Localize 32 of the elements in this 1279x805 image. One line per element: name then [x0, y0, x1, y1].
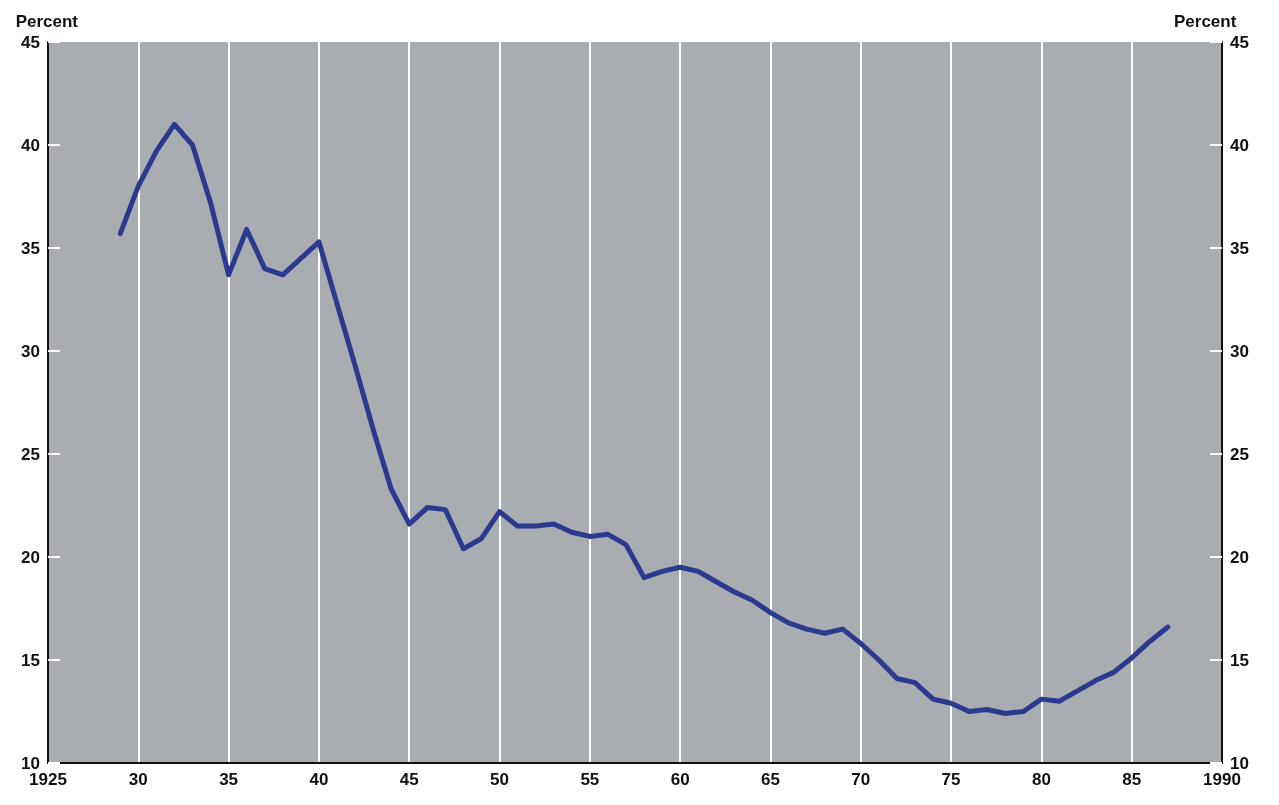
y-tick-label: 40	[21, 135, 40, 155]
y-axis-title: Percent	[15, 12, 79, 31]
x-tick-label: 85	[1122, 770, 1142, 789]
y2-axis-title: Percent	[1174, 12, 1237, 31]
y2-tick-label: 40	[1230, 135, 1249, 155]
x-tick-label: 45	[399, 770, 419, 789]
y2-tick-label: 10	[1230, 753, 1249, 773]
x-tick-label: 55	[580, 770, 600, 789]
y-tick-label: 10	[21, 753, 40, 773]
x-tick-label: 1990	[1203, 770, 1241, 789]
x-tick-label: 70	[851, 770, 871, 789]
x-tick-label: 30	[128, 770, 148, 789]
y2-tick-label: 25	[1230, 444, 1249, 464]
y-tick-label: 20	[21, 547, 40, 567]
x-tick-label: 35	[219, 770, 239, 789]
x-tick-label: 75	[941, 770, 961, 789]
y-tick-label: 15	[21, 650, 40, 670]
y-tick-label: 35	[21, 238, 40, 258]
x-tick-label: 60	[670, 770, 690, 789]
y2-tick-label: 20	[1230, 547, 1249, 567]
x-tick-label: 50	[490, 770, 509, 789]
x-tick-label: 1925	[29, 770, 67, 789]
y-tick-label: 45	[21, 32, 40, 52]
y2-tick-label: 35	[1230, 238, 1249, 258]
y2-tick-label: 30	[1230, 341, 1249, 361]
x-tick-label: 40	[309, 770, 329, 789]
y2-tick-label: 15	[1230, 650, 1249, 670]
y2-tick-label: 45	[1230, 32, 1249, 52]
y-tick-label: 30	[21, 341, 40, 361]
x-tick-label: 65	[761, 770, 780, 789]
y-tick-label: 25	[21, 444, 40, 464]
x-tick-label: 80	[1031, 770, 1051, 789]
